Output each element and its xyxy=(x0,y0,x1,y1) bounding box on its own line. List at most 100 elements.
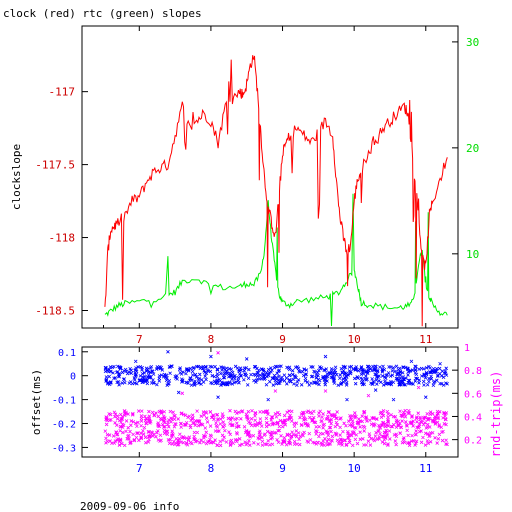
offset-point xyxy=(133,374,138,379)
offset-point xyxy=(293,374,298,379)
rndtrip-point xyxy=(124,429,128,434)
rndtrip-point xyxy=(435,441,439,445)
offset-point xyxy=(104,379,109,383)
rndtrip-point xyxy=(143,418,148,423)
rndtrip-point xyxy=(124,419,129,423)
offset-point xyxy=(406,373,410,377)
rndtrip-point xyxy=(129,423,133,428)
offset-point xyxy=(145,375,150,379)
rndtrip-point xyxy=(108,412,113,417)
offset-point xyxy=(435,367,439,371)
offset-point xyxy=(178,370,182,375)
rndtrip-point xyxy=(163,424,167,429)
offset-point xyxy=(411,382,415,386)
rndtrip-point xyxy=(118,428,122,433)
offset-point xyxy=(336,383,340,388)
offset-point xyxy=(190,369,195,374)
rndtrip-point xyxy=(311,415,316,420)
offset-point xyxy=(314,376,319,380)
rndtrip-point xyxy=(103,429,108,433)
offset-point xyxy=(424,366,429,370)
rndtrip-point xyxy=(278,418,283,423)
rndtrip-point xyxy=(204,416,209,420)
rndtrip-point xyxy=(188,440,193,445)
offset-point xyxy=(249,372,253,377)
offset-point xyxy=(247,367,251,372)
rndtrip-point xyxy=(162,419,166,423)
offset-point xyxy=(409,381,413,386)
rndtrip-point xyxy=(388,437,392,441)
offset-point xyxy=(444,373,449,377)
rndtrip-point xyxy=(358,430,362,434)
offset-point xyxy=(129,368,134,373)
offset-point xyxy=(401,365,405,369)
offset-point xyxy=(256,368,261,373)
offset-point xyxy=(374,378,379,382)
rndtrip-point xyxy=(269,432,273,437)
rndtrip-point xyxy=(353,411,357,415)
rndtrip-point xyxy=(415,425,419,430)
rndtrip-point xyxy=(299,423,304,427)
offset-point xyxy=(325,379,329,383)
offset-point xyxy=(111,371,115,375)
rndtrip-point xyxy=(368,443,373,447)
rndtrip-point xyxy=(349,417,354,422)
rndtrip-point xyxy=(368,418,372,423)
offset-point xyxy=(225,382,229,387)
offset-point xyxy=(296,366,301,371)
offset-point xyxy=(134,368,138,372)
rndtrip-point xyxy=(347,423,352,428)
offset-point xyxy=(341,377,346,381)
offset-point xyxy=(106,381,110,386)
rndtrip-point xyxy=(166,438,171,442)
rndtrip-point xyxy=(179,411,184,415)
offset-point xyxy=(117,372,122,376)
rndtrip-point xyxy=(321,412,325,416)
bottom-xtick-label: 7 xyxy=(136,462,143,475)
offset-point xyxy=(274,381,279,386)
rndtrip-point xyxy=(389,413,393,417)
rndtrip-point xyxy=(135,431,139,435)
rndtrip-point xyxy=(118,438,123,443)
rndtrip-point xyxy=(398,409,402,414)
rndtrip-point xyxy=(265,409,270,413)
rndtrip-point xyxy=(330,434,335,439)
rndtrip-point xyxy=(312,409,316,414)
offset-point xyxy=(360,377,364,381)
offset-point xyxy=(429,374,433,379)
offset-point xyxy=(417,381,421,385)
rndtrip-point xyxy=(317,424,321,429)
bottom-xtick-label: 11 xyxy=(419,462,432,475)
offset-point xyxy=(108,365,113,369)
offset-point xyxy=(123,380,127,385)
rndtrip-point xyxy=(265,421,269,425)
rndtrip-point xyxy=(134,435,139,440)
rndtrip-point xyxy=(423,431,428,436)
rndtrip-point xyxy=(136,420,140,425)
rndtrip-point xyxy=(246,431,251,435)
top-ytick-label: -117 xyxy=(49,86,76,99)
rndtrip-point xyxy=(394,434,399,439)
offset-point xyxy=(334,372,339,377)
offset-point xyxy=(384,382,388,386)
offset-point xyxy=(135,381,139,386)
rndtrip-point xyxy=(175,443,180,447)
rndtrip-point xyxy=(410,433,414,438)
rndtrip-point xyxy=(280,442,284,446)
offset-point xyxy=(400,379,405,384)
offset-point xyxy=(170,364,174,369)
rndtrip-point xyxy=(428,440,433,444)
top-xtick-label: 10 xyxy=(348,333,361,346)
rndtrip-point xyxy=(396,422,400,427)
rndtrip-point xyxy=(111,434,116,438)
offset-point xyxy=(387,382,391,386)
offset-point xyxy=(148,370,153,375)
rndtrip-point xyxy=(423,443,428,447)
rndtrip-point xyxy=(361,437,365,441)
rndtrip-point xyxy=(195,430,200,435)
rndtrip-point xyxy=(104,436,108,441)
rndtrip-point xyxy=(235,416,239,421)
rndtrip-point xyxy=(272,431,277,435)
offset-point xyxy=(364,374,368,378)
rndtrip-point xyxy=(221,438,225,443)
